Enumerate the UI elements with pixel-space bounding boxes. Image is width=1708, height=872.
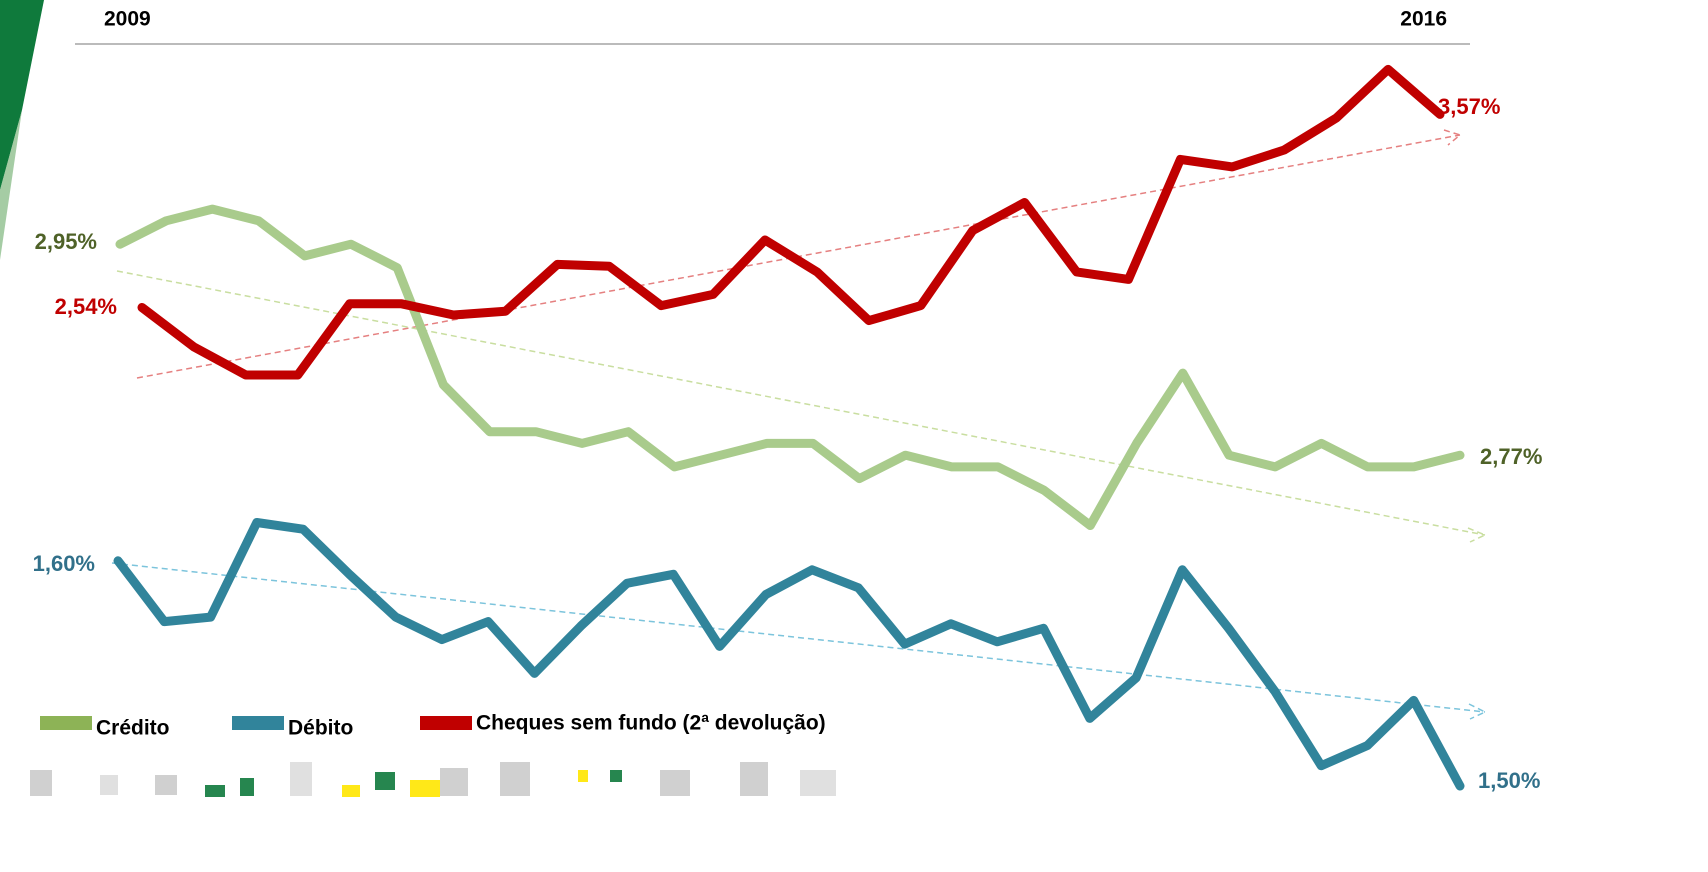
x-start-label: 2009	[104, 8, 151, 31]
footer-decoration	[30, 762, 836, 797]
deco-square	[30, 770, 52, 796]
value-label: 1,60%	[33, 551, 95, 576]
deco-square	[240, 778, 254, 796]
corner-decoration	[0, 0, 44, 190]
legend-item: Cheques sem fundo (2ª devolução)	[420, 712, 826, 735]
legend-item: Crédito	[40, 716, 170, 740]
x-end-label: 2016	[1400, 8, 1447, 31]
value-label: 2,54%	[55, 294, 117, 319]
deco-square	[578, 770, 588, 782]
deco-square	[740, 762, 768, 796]
deco-square	[800, 770, 836, 796]
trend-lines	[112, 130, 1485, 719]
deco-square	[500, 762, 530, 796]
deco-square	[440, 768, 468, 796]
deco-square	[205, 785, 225, 797]
value-label: 1,50%	[1478, 768, 1540, 793]
deco-square	[375, 772, 395, 790]
page: {"chart_data": {"type": "line", "x_start…	[0, 0, 1708, 867]
deco-square	[410, 780, 440, 797]
legend-item: Débito	[232, 716, 353, 740]
value-label: 2,77%	[1480, 444, 1542, 469]
deco-square	[155, 775, 177, 795]
legend-label: Cheques sem fundo (2ª devolução)	[476, 712, 826, 735]
chart: 2009 2016 2,95% 2,77% 1,60% 1,50% 2,54% 3,57%…	[0, 0, 1708, 867]
legend-label: Crédito	[96, 717, 170, 740]
legend-swatch	[420, 716, 472, 730]
series-line	[118, 523, 1460, 787]
value-label: 2,95%	[35, 229, 97, 254]
legend-swatch	[232, 716, 284, 730]
trend-line	[137, 130, 1460, 378]
value-label: 3,57%	[1438, 94, 1500, 119]
deco-square	[290, 762, 312, 796]
legend-swatch	[40, 716, 92, 730]
legend-label: Débito	[288, 717, 353, 740]
deco-square	[610, 770, 622, 782]
deco-square	[100, 775, 118, 795]
plot-area: 2,95% 2,77% 1,60% 1,50% 2,54% 3,57% Crédito Déb…	[33, 69, 1543, 792]
trend-line	[117, 271, 1485, 542]
deco-square	[342, 785, 360, 797]
deco-square	[660, 770, 690, 796]
series-line	[142, 69, 1440, 375]
